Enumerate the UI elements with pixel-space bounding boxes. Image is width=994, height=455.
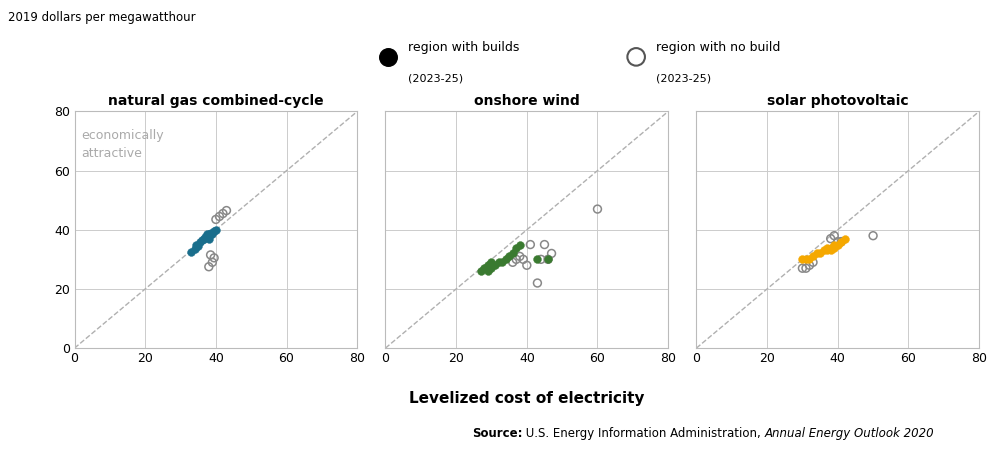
Point xyxy=(537,241,553,248)
Point xyxy=(865,232,881,239)
Text: Source:: Source: xyxy=(472,427,522,440)
Point xyxy=(212,213,228,220)
Point xyxy=(483,265,499,272)
Point xyxy=(812,250,828,257)
Point xyxy=(194,237,210,244)
Point xyxy=(805,253,821,260)
Point xyxy=(628,53,644,61)
Point xyxy=(206,228,222,235)
Point xyxy=(501,253,517,260)
Text: Levelized cost of electricity: Levelized cost of electricity xyxy=(410,391,644,405)
Point xyxy=(196,235,212,243)
Point xyxy=(198,233,214,241)
Point xyxy=(189,241,205,248)
Point xyxy=(480,262,496,269)
Point xyxy=(473,268,489,275)
Point xyxy=(219,207,235,214)
Point xyxy=(487,262,503,269)
Point xyxy=(819,247,835,254)
Title: solar photovoltaic: solar photovoltaic xyxy=(767,94,909,107)
Text: region with no build: region with no build xyxy=(656,41,780,54)
Point xyxy=(801,262,817,269)
Text: Annual Energy Outlook 2020: Annual Energy Outlook 2020 xyxy=(764,427,934,440)
Point xyxy=(512,241,528,248)
Point xyxy=(519,262,535,269)
Point xyxy=(508,244,524,251)
Point xyxy=(540,256,556,263)
Point xyxy=(589,206,605,213)
Text: region with builds: region with builds xyxy=(408,41,519,54)
Text: U.S. Energy Information Administration,: U.S. Energy Information Administration, xyxy=(522,427,764,440)
Text: (2023-25): (2023-25) xyxy=(656,74,711,84)
Point xyxy=(837,235,853,243)
Point xyxy=(826,232,842,239)
Point xyxy=(540,256,556,263)
Title: natural gas combined-cycle: natural gas combined-cycle xyxy=(108,94,324,107)
Point xyxy=(380,53,396,61)
Point xyxy=(816,247,832,254)
Point xyxy=(823,247,839,254)
Title: onshore wind: onshore wind xyxy=(474,94,580,107)
Point xyxy=(201,263,217,270)
Point xyxy=(199,231,215,238)
Point xyxy=(508,256,524,263)
Point xyxy=(192,238,208,245)
Text: (2023-25): (2023-25) xyxy=(408,74,462,84)
Point xyxy=(533,256,549,263)
Point xyxy=(544,250,560,257)
Point xyxy=(808,250,824,257)
Point xyxy=(205,258,221,266)
Point xyxy=(801,256,817,263)
Point xyxy=(833,238,849,245)
Point xyxy=(208,216,224,223)
Point xyxy=(530,256,546,263)
Point xyxy=(203,251,219,258)
Point xyxy=(798,256,814,263)
Point xyxy=(823,244,839,251)
Point xyxy=(515,256,531,263)
Point xyxy=(498,256,514,263)
Point xyxy=(794,256,810,263)
Point xyxy=(833,238,849,245)
Point xyxy=(823,235,839,243)
Point xyxy=(794,265,810,272)
Point xyxy=(183,248,199,256)
Point xyxy=(205,231,221,238)
Point xyxy=(203,229,219,237)
Point xyxy=(480,268,496,275)
Point xyxy=(187,245,203,253)
Point xyxy=(505,258,521,266)
Point xyxy=(215,210,231,217)
Point xyxy=(201,231,217,238)
Text: 2019 dollars per megawatthour: 2019 dollars per megawatthour xyxy=(8,11,196,25)
Point xyxy=(483,258,499,266)
Point xyxy=(530,279,546,287)
Point xyxy=(819,244,835,251)
Point xyxy=(491,258,507,266)
Point xyxy=(206,254,222,262)
Point xyxy=(512,253,528,260)
Point xyxy=(190,243,206,250)
Point xyxy=(830,241,846,248)
Point xyxy=(826,244,842,251)
Point xyxy=(208,226,224,233)
Point xyxy=(494,258,510,266)
Point xyxy=(798,265,814,272)
Point xyxy=(201,235,217,243)
Point xyxy=(505,250,521,257)
Point xyxy=(523,241,539,248)
Point xyxy=(476,265,492,272)
Point xyxy=(805,258,821,266)
Text: economically
attractive: economically attractive xyxy=(82,129,164,160)
Point xyxy=(826,241,842,248)
Point xyxy=(830,238,846,245)
